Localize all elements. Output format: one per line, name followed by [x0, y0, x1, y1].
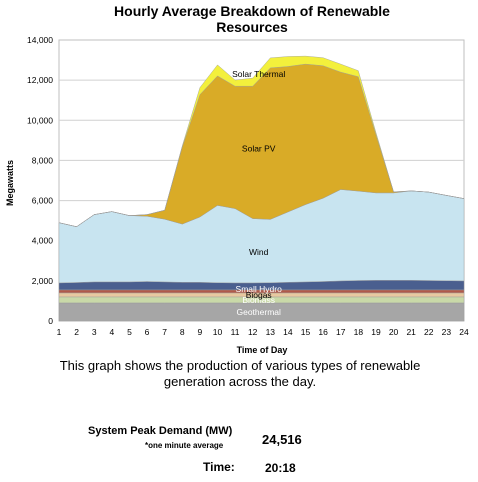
x-tick-label: 13 — [266, 327, 276, 337]
x-tick-label: 19 — [371, 327, 381, 337]
y-tick-label: 6,000 — [32, 196, 54, 206]
x-tick-label: 16 — [318, 327, 328, 337]
y-axis-label: Megawatts — [5, 160, 15, 206]
peak-demand-value: 24,516 — [262, 432, 302, 447]
series-label-solar-thermal: Solar Thermal — [232, 69, 285, 79]
x-tick-label: 21 — [406, 327, 416, 337]
series-label-small-hydro: Small Hydro — [236, 284, 283, 294]
area-solar-thermal — [58, 55, 465, 227]
x-tick-label: 6 — [145, 327, 150, 337]
x-tick-label: 3 — [92, 327, 97, 337]
x-tick-label: 7 — [162, 327, 167, 337]
caption-line-2: generation across the day. — [163, 374, 317, 389]
peak-demand-label: System Peak Demand (MW) — [88, 425, 233, 437]
x-tick-label: 15 — [301, 327, 311, 337]
series-label-biogas: Biogas — [246, 290, 272, 300]
peak-demand-note: *one minute average — [145, 441, 224, 450]
renewables-area-chart: Hourly Average Breakdown of Renewable Re… — [5, 3, 469, 355]
x-tick-label: 4 — [109, 327, 114, 337]
area-series — [58, 55, 465, 322]
x-tick-label: 8 — [180, 327, 185, 337]
x-tick-label: 14 — [283, 327, 293, 337]
x-tick-label: 12 — [248, 327, 258, 337]
series-label-solar-pv: Solar PV — [242, 143, 276, 153]
x-tick-label: 5 — [127, 327, 132, 337]
series-label-biomass: Biomass — [242, 295, 275, 305]
y-tick-label: 2,000 — [32, 276, 54, 286]
series-label-wind: Wind — [249, 247, 269, 257]
chart-title-line2: Resources — [216, 19, 288, 35]
x-tick-label: 17 — [336, 327, 346, 337]
x-tick-label: 1 — [57, 327, 62, 337]
chart-title-line1: Hourly Average Breakdown of Renewable — [114, 3, 390, 19]
y-tick-label: 4,000 — [32, 236, 54, 246]
x-tick-label: 24 — [459, 327, 469, 337]
x-tick-label: 9 — [198, 327, 203, 337]
x-tick-label: 20 — [389, 327, 399, 337]
y-tick-label: 8,000 — [32, 155, 54, 165]
x-tick-label: 2 — [74, 327, 79, 337]
x-tick-label: 10 — [213, 327, 223, 337]
x-tick-label: 22 — [424, 327, 434, 337]
chart-caption: This graph shows the production of vario… — [40, 358, 440, 390]
series-label-geothermal: Geothermal — [236, 307, 281, 317]
peak-time-value: 20:18 — [265, 461, 296, 475]
peak-time-label: Time: — [203, 460, 235, 474]
x-axis-ticks: 1 2 3 4 5 6 7 8 9 10 11 12 13 14 15 16 17 18 19 20 21 22 23 24 — [57, 327, 469, 337]
y-tick-label: 10,000 — [27, 115, 53, 125]
y-axis-ticks: 0 2,000 4,000 6,000 8,000 10,000 12,000 14,000 — [27, 35, 53, 326]
x-tick-label: 18 — [354, 327, 364, 337]
y-tick-label: 12,000 — [27, 75, 53, 85]
y-tick-label: 14,000 — [27, 35, 53, 45]
y-tick-label: 0 — [48, 316, 53, 326]
x-tick-label: 23 — [442, 327, 452, 337]
x-axis-label: Time of Day — [237, 345, 288, 355]
x-tick-label: 11 — [231, 327, 240, 337]
caption-line-1: This graph shows the production of vario… — [59, 358, 421, 373]
